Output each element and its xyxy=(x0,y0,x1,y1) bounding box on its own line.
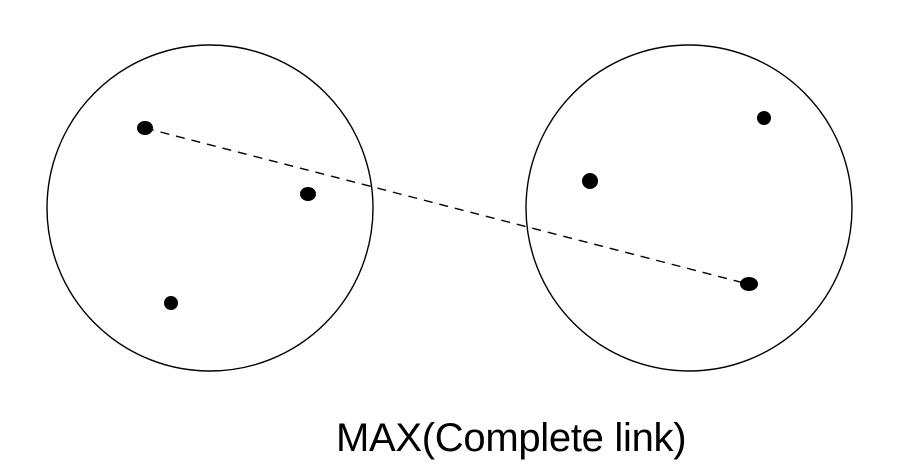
point-right-3 xyxy=(740,277,758,291)
point-left-2 xyxy=(300,187,316,201)
point-right-1 xyxy=(757,111,771,125)
point-left-1 xyxy=(137,121,153,135)
complete-link-line xyxy=(144,127,749,285)
diagram-caption: MAX(Complete link) xyxy=(336,416,687,460)
cluster-left-circle xyxy=(46,44,374,372)
point-right-2 xyxy=(582,173,598,189)
cluster-right-circle xyxy=(525,44,853,372)
point-left-3 xyxy=(164,296,178,310)
